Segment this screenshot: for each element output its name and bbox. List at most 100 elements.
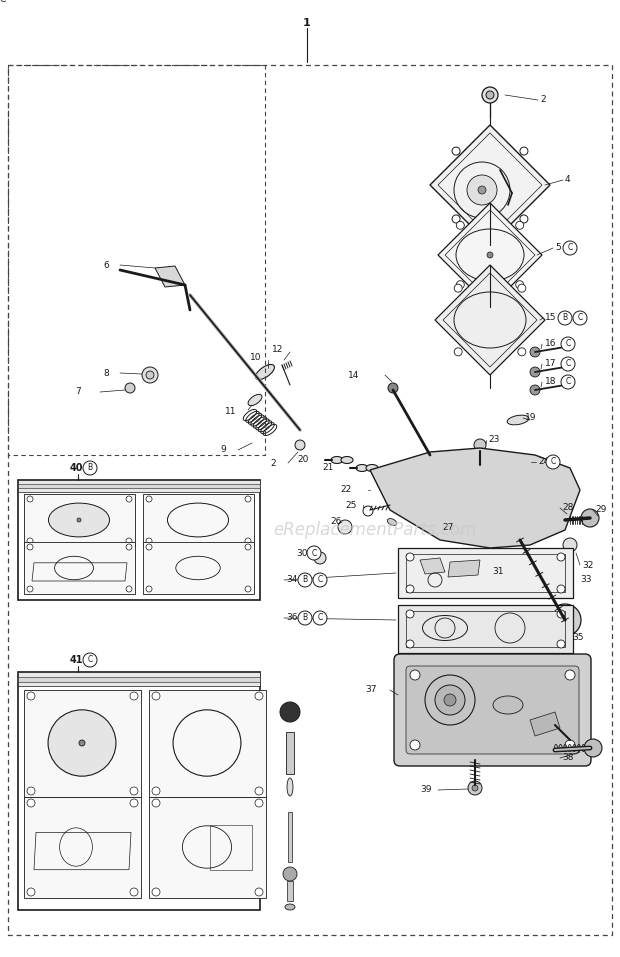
Circle shape xyxy=(456,221,464,230)
Circle shape xyxy=(126,496,132,502)
Text: C: C xyxy=(317,613,322,622)
Circle shape xyxy=(492,470,508,486)
Circle shape xyxy=(454,284,462,292)
Text: eReplacementParts.com: eReplacementParts.com xyxy=(273,521,477,539)
Circle shape xyxy=(516,280,524,289)
Ellipse shape xyxy=(507,415,529,425)
Circle shape xyxy=(307,546,321,560)
Circle shape xyxy=(27,888,35,896)
Text: 32: 32 xyxy=(582,561,593,569)
Circle shape xyxy=(280,702,300,722)
Bar xyxy=(406,611,565,647)
Text: 29: 29 xyxy=(595,505,606,515)
Text: C: C xyxy=(317,575,322,585)
Text: 17: 17 xyxy=(545,360,557,368)
Circle shape xyxy=(557,585,565,593)
Circle shape xyxy=(27,692,35,700)
Bar xyxy=(406,554,565,592)
Circle shape xyxy=(255,888,263,896)
Text: C: C xyxy=(0,0,6,5)
Circle shape xyxy=(146,371,154,379)
Text: 39: 39 xyxy=(420,786,432,794)
Circle shape xyxy=(406,585,414,593)
Text: B: B xyxy=(303,575,308,585)
Text: 41: 41 xyxy=(70,655,84,665)
Circle shape xyxy=(27,538,33,544)
Text: 7: 7 xyxy=(75,388,81,396)
Circle shape xyxy=(27,799,35,807)
Circle shape xyxy=(518,284,526,292)
Circle shape xyxy=(83,461,97,475)
Circle shape xyxy=(152,787,160,795)
Circle shape xyxy=(255,787,263,795)
Circle shape xyxy=(410,740,420,750)
Ellipse shape xyxy=(248,394,262,406)
Circle shape xyxy=(530,347,540,357)
Text: 24: 24 xyxy=(538,457,549,466)
Text: 2: 2 xyxy=(540,96,546,104)
Circle shape xyxy=(126,586,132,592)
Circle shape xyxy=(295,440,305,450)
Circle shape xyxy=(125,383,135,393)
Circle shape xyxy=(487,252,493,258)
Polygon shape xyxy=(155,266,185,287)
Text: 26: 26 xyxy=(330,518,342,526)
Circle shape xyxy=(565,670,575,680)
Circle shape xyxy=(530,478,550,498)
Text: 19: 19 xyxy=(525,413,536,422)
Ellipse shape xyxy=(48,503,110,537)
Ellipse shape xyxy=(331,456,343,463)
Text: 33: 33 xyxy=(580,575,591,585)
Circle shape xyxy=(406,553,414,561)
Bar xyxy=(149,797,266,898)
Circle shape xyxy=(444,482,456,494)
Circle shape xyxy=(557,640,565,648)
Text: B: B xyxy=(562,314,567,323)
Circle shape xyxy=(519,456,531,468)
Circle shape xyxy=(561,375,575,389)
Text: B: B xyxy=(303,613,308,622)
Circle shape xyxy=(146,538,152,544)
Circle shape xyxy=(245,538,251,544)
Circle shape xyxy=(444,694,456,706)
Text: C: C xyxy=(567,243,573,253)
Text: 36: 36 xyxy=(286,613,298,622)
Circle shape xyxy=(146,586,152,592)
Bar xyxy=(24,797,141,898)
Text: 25: 25 xyxy=(345,501,356,509)
Circle shape xyxy=(558,311,572,325)
Circle shape xyxy=(79,740,85,746)
Circle shape xyxy=(314,552,326,564)
Polygon shape xyxy=(530,712,560,736)
Circle shape xyxy=(338,520,352,534)
Bar xyxy=(18,484,260,488)
Text: 8: 8 xyxy=(103,368,108,377)
Circle shape xyxy=(146,496,152,502)
Circle shape xyxy=(561,337,575,351)
Circle shape xyxy=(126,544,132,550)
Polygon shape xyxy=(430,125,550,245)
Circle shape xyxy=(406,640,414,648)
Circle shape xyxy=(432,470,468,506)
Circle shape xyxy=(565,740,575,750)
Circle shape xyxy=(27,544,33,550)
Circle shape xyxy=(467,175,497,205)
Circle shape xyxy=(298,611,312,625)
Circle shape xyxy=(557,610,565,618)
Circle shape xyxy=(584,739,602,757)
Circle shape xyxy=(561,357,575,371)
Text: 20: 20 xyxy=(297,456,308,464)
Bar xyxy=(18,672,260,910)
FancyBboxPatch shape xyxy=(406,666,579,754)
Ellipse shape xyxy=(366,464,378,472)
Circle shape xyxy=(77,518,81,522)
Text: 2: 2 xyxy=(270,458,276,468)
Circle shape xyxy=(283,867,297,881)
Text: 18: 18 xyxy=(545,377,557,387)
Circle shape xyxy=(530,367,540,377)
Text: 6: 6 xyxy=(103,260,108,270)
Circle shape xyxy=(563,538,577,552)
Circle shape xyxy=(313,573,327,587)
Circle shape xyxy=(520,215,528,223)
Polygon shape xyxy=(420,558,445,574)
